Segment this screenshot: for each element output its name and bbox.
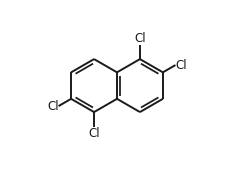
- Text: Cl: Cl: [88, 127, 100, 140]
- Text: Cl: Cl: [47, 100, 58, 113]
- Text: Cl: Cl: [134, 32, 146, 44]
- Text: Cl: Cl: [176, 59, 187, 72]
